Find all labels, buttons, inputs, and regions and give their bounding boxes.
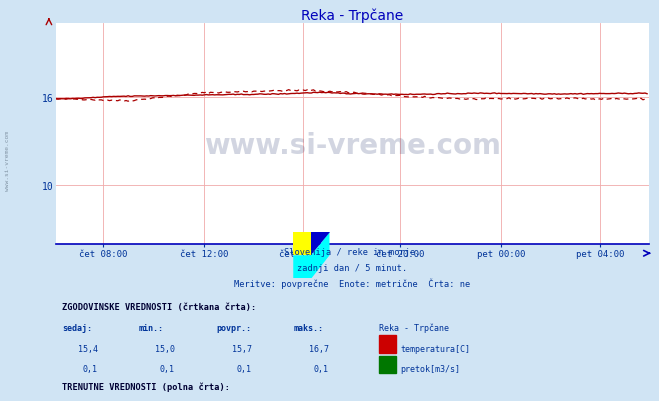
- Text: Slovenija / reke in morje.: Slovenija / reke in morje.: [284, 248, 421, 257]
- Text: temperatura[C]: temperatura[C]: [400, 344, 470, 353]
- Text: pretok[m3/s]: pretok[m3/s]: [400, 364, 460, 373]
- Text: 15,7: 15,7: [232, 344, 252, 353]
- Text: Meritve: povprečne  Enote: metrične  Črta: ne: Meritve: povprečne Enote: metrične Črta:…: [235, 278, 471, 289]
- Bar: [380, 335, 396, 353]
- Text: www.si-vreme.com: www.si-vreme.com: [5, 130, 11, 190]
- Text: maks.:: maks.:: [293, 323, 324, 332]
- Text: TRENUTNE VREDNOSTI (polna črta):: TRENUTNE VREDNOSTI (polna črta):: [62, 382, 230, 391]
- Text: 0,1: 0,1: [159, 364, 175, 373]
- Text: povpr.:: povpr.:: [216, 323, 251, 332]
- Text: 0,1: 0,1: [237, 364, 252, 373]
- Text: 0,1: 0,1: [314, 364, 329, 373]
- Polygon shape: [293, 233, 312, 256]
- Polygon shape: [293, 233, 330, 279]
- Text: 0,1: 0,1: [82, 364, 98, 373]
- Text: min.:: min.:: [139, 323, 164, 332]
- Bar: [380, 356, 396, 373]
- Text: www.si-vreme.com: www.si-vreme.com: [204, 132, 501, 160]
- Text: 15,4: 15,4: [78, 344, 98, 353]
- Text: ZGODOVINSKE VREDNOSTI (črtkana črta):: ZGODOVINSKE VREDNOSTI (črtkana črta):: [62, 303, 256, 312]
- Text: 16,7: 16,7: [309, 344, 329, 353]
- Title: Reka - Trpčane: Reka - Trpčane: [301, 8, 404, 23]
- Polygon shape: [312, 233, 330, 256]
- Text: sedaj:: sedaj:: [62, 323, 92, 332]
- Text: zadnji dan / 5 minut.: zadnji dan / 5 minut.: [297, 263, 408, 272]
- Text: Reka - Trpčane: Reka - Trpčane: [380, 323, 449, 333]
- Text: 15,0: 15,0: [155, 344, 175, 353]
